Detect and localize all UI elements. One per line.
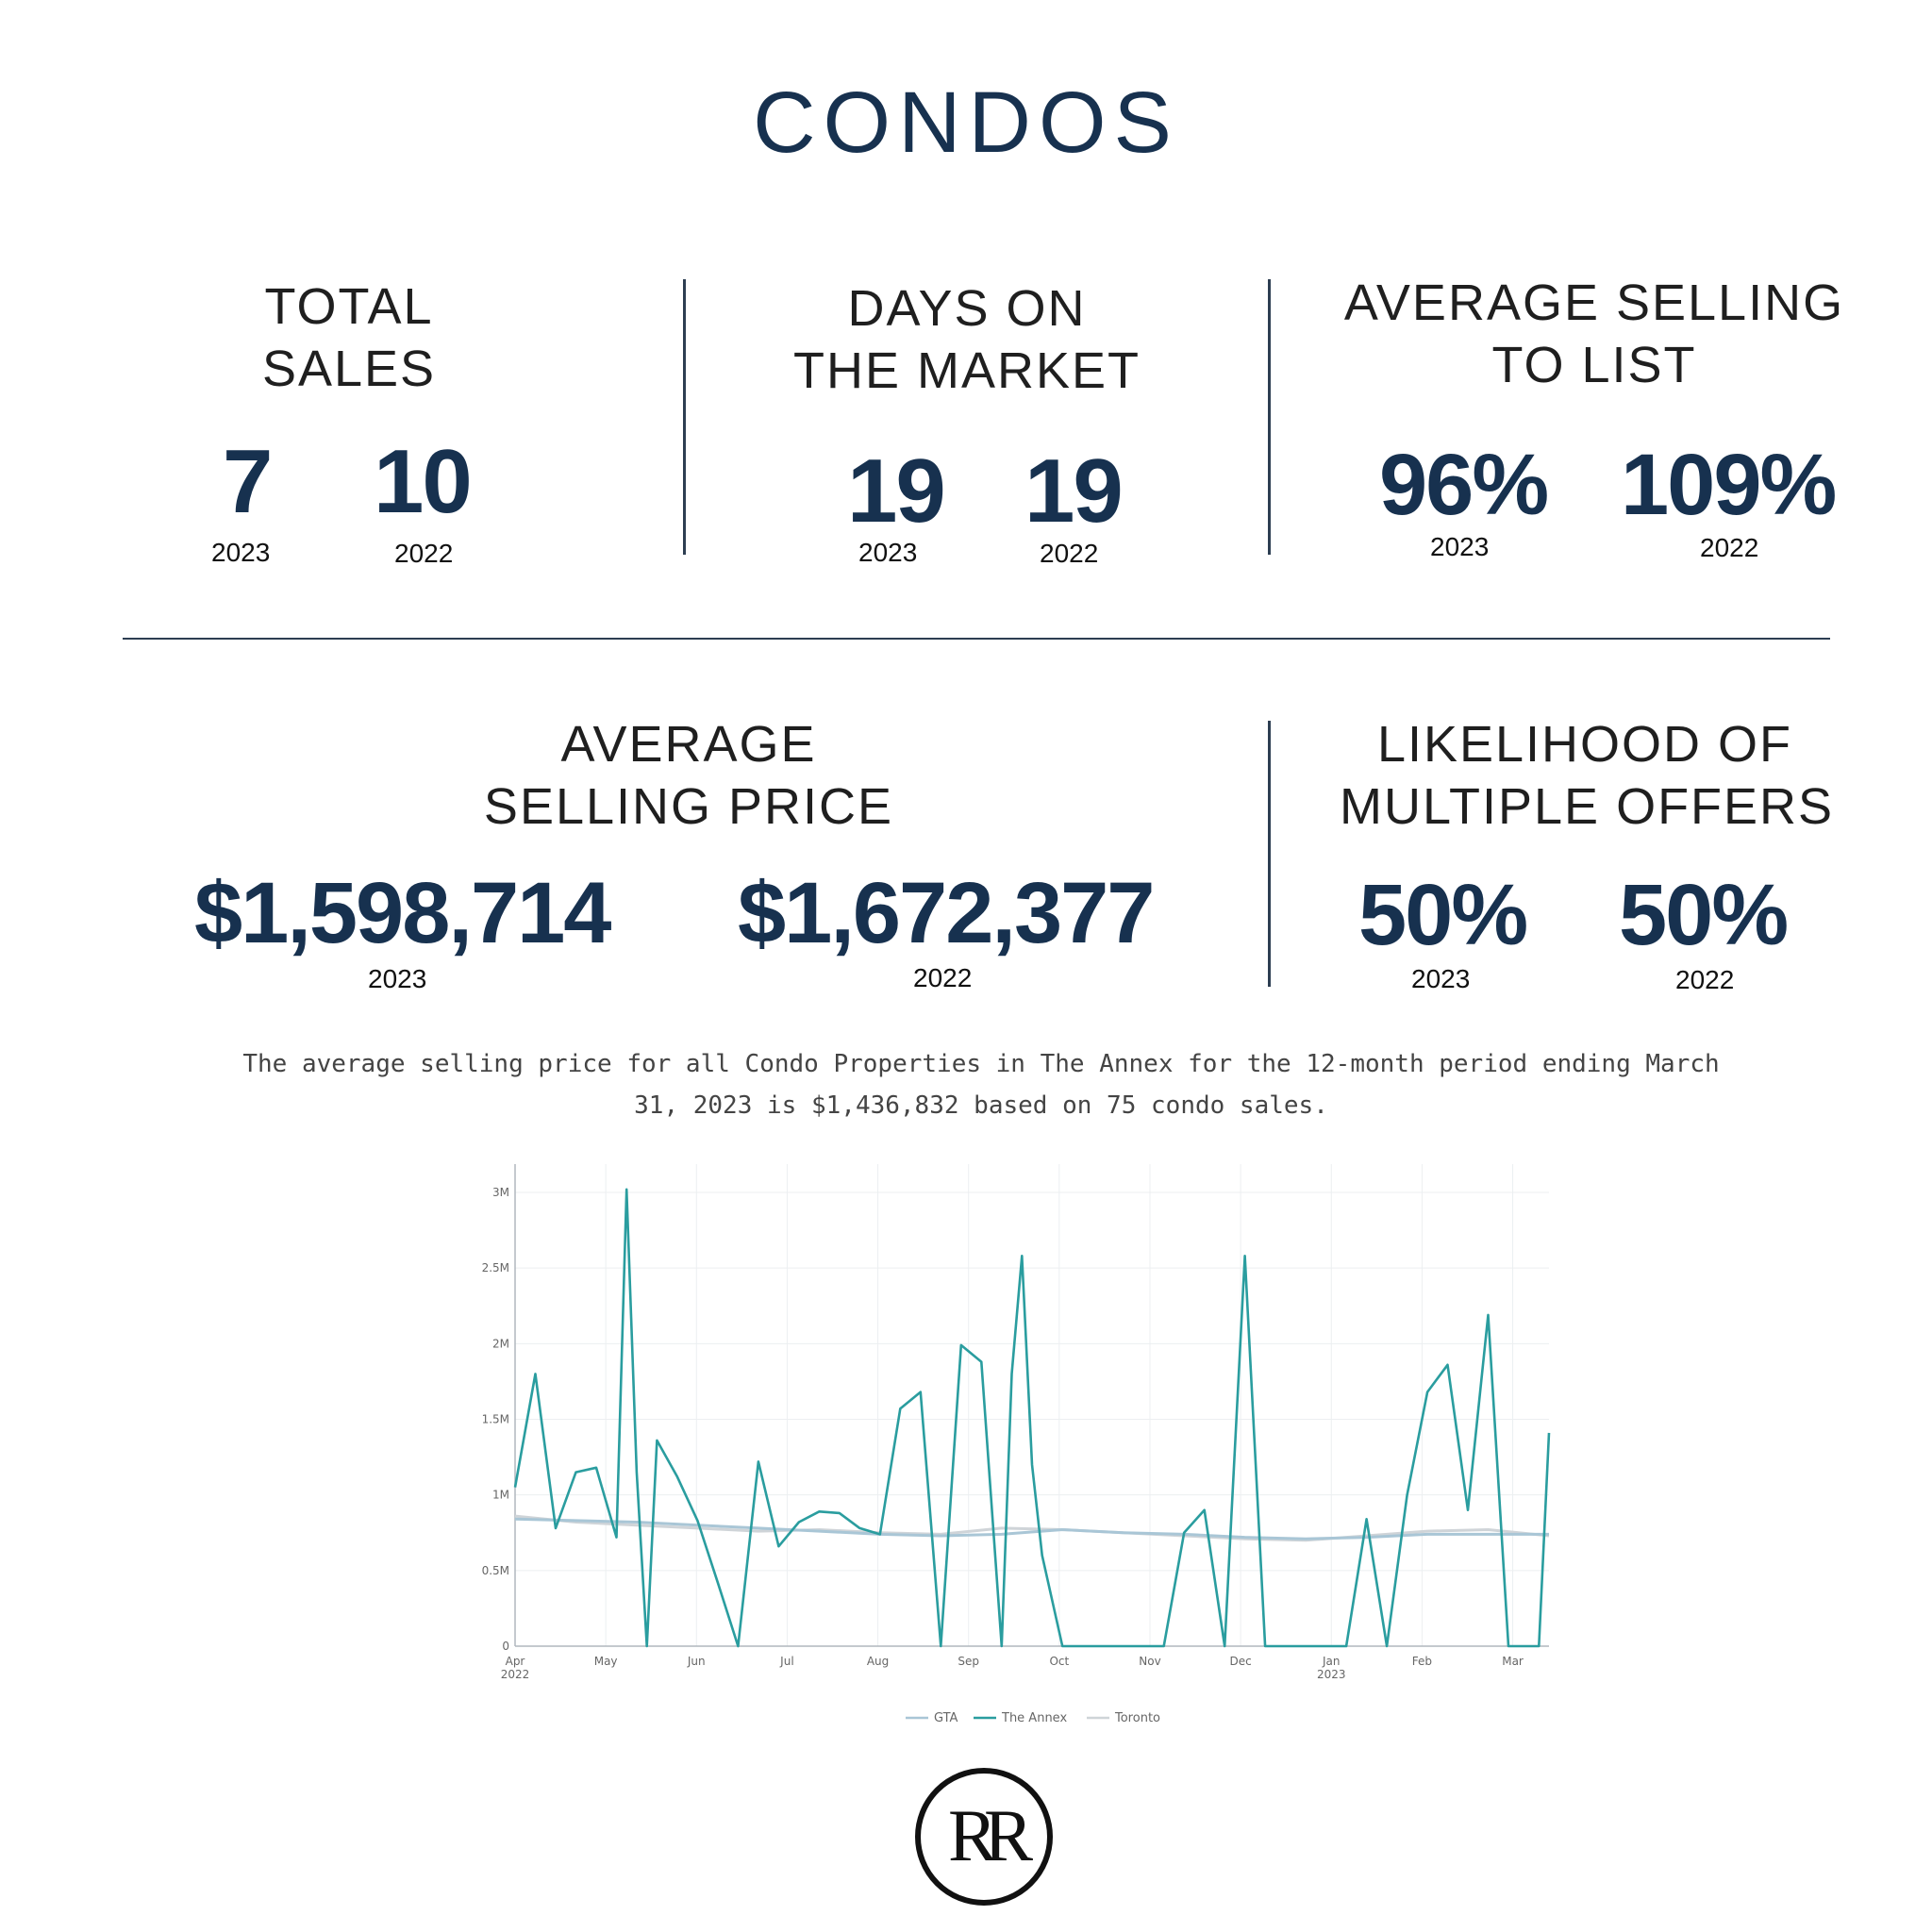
series-line-toronto bbox=[514, 1514, 1550, 1542]
avg-selling-to-list-2023-year: 2023 bbox=[1430, 532, 1490, 561]
total-sales-2022-year: 2022 bbox=[394, 539, 454, 568]
chart-caption: The average selling price for all Condo … bbox=[242, 1050, 1720, 1120]
x-tick-label: Nov bbox=[1139, 1655, 1160, 1668]
rr-logo-icon: RR bbox=[915, 1768, 1053, 1906]
chart-series bbox=[513, 1188, 1551, 1648]
x-tick-label: Apr bbox=[506, 1655, 525, 1668]
x-tick-label: Sep bbox=[958, 1655, 979, 1668]
multiple-offers-2022-value: 50% bbox=[1619, 867, 1789, 963]
x-tick-sublabel: 2022 bbox=[501, 1668, 530, 1681]
total-sales-2023-value: 7 bbox=[223, 431, 273, 532]
avg-selling-to-list-2022-year: 2022 bbox=[1700, 533, 1759, 562]
total-sales-2022-value: 10 bbox=[374, 431, 473, 532]
avg-selling-to-list-2022-value: 109% bbox=[1621, 437, 1837, 533]
days-on-market-2022-value: 19 bbox=[1024, 441, 1124, 541]
y-tick-label: 0 bbox=[502, 1640, 509, 1653]
multiple-offers-label: LIKELIHOOD OF MULTIPLE OFFERS bbox=[1340, 716, 1835, 835]
days-on-market-2022-year: 2022 bbox=[1040, 539, 1099, 568]
avg-selling-to-list-2023-value: 96% bbox=[1379, 437, 1549, 533]
y-axis: 0 0.5M 1M 1.5M 2M 2.5M 3M bbox=[482, 1186, 509, 1653]
chart-grid bbox=[514, 1164, 1549, 1647]
avg-selling-price-2022-year: 2022 bbox=[913, 963, 973, 992]
x-tick-label: Mar bbox=[1502, 1655, 1524, 1668]
avg-selling-price-2023-year: 2023 bbox=[368, 964, 427, 993]
x-tick-label: Oct bbox=[1049, 1655, 1069, 1668]
y-tick-label: 3M bbox=[492, 1186, 509, 1199]
avg-selling-price-2022-value: $1,672,377 bbox=[738, 865, 1155, 961]
multiple-offers-2022-year: 2022 bbox=[1675, 965, 1735, 994]
series-line-gta bbox=[514, 1517, 1549, 1541]
chart-legend: GTA The Annex Toronto bbox=[906, 1711, 1160, 1725]
avg-selling-price-2023-value: $1,598,714 bbox=[194, 865, 611, 961]
avg-selling-price-label: AVERAGE SELLING PRICE bbox=[483, 716, 894, 835]
total-sales-2023-year: 2023 bbox=[211, 538, 271, 567]
total-sales-label: TOTAL SALES bbox=[261, 278, 437, 397]
legend-label: The Annex bbox=[1001, 1711, 1067, 1725]
series-line-the-annex bbox=[513, 1188, 1551, 1648]
page-title: CONDOS bbox=[753, 75, 1179, 171]
legend-label: GTA bbox=[934, 1711, 958, 1725]
divider-vertical-1 bbox=[683, 279, 686, 555]
days-on-market-label: DAYS ON THE MARKET bbox=[792, 280, 1141, 399]
divider-vertical-2 bbox=[1268, 279, 1271, 555]
x-tick-label: Aug bbox=[867, 1655, 889, 1668]
logo-text: RR bbox=[948, 1794, 1033, 1876]
y-tick-label: 1M bbox=[492, 1489, 509, 1502]
days-on-market-2023-year: 2023 bbox=[858, 538, 918, 567]
multiple-offers-2023-value: 50% bbox=[1358, 867, 1528, 963]
days-on-market-2023-value: 19 bbox=[847, 441, 946, 541]
y-tick-label: 1.5M bbox=[482, 1413, 509, 1426]
y-tick-label: 0.5M bbox=[482, 1564, 509, 1577]
divider-vertical-3 bbox=[1268, 721, 1271, 987]
x-tick-label: Feb bbox=[1412, 1655, 1432, 1668]
x-tick-label: May bbox=[594, 1655, 618, 1668]
y-tick-label: 2.5M bbox=[482, 1261, 509, 1274]
avg-selling-to-list-label: AVERAGE SELLING TO LIST bbox=[1343, 275, 1845, 393]
x-tick-label: Jan bbox=[1322, 1655, 1341, 1668]
legend-label: Toronto bbox=[1114, 1711, 1160, 1725]
x-tick-label: Dec bbox=[1230, 1655, 1252, 1668]
multiple-offers-2023-year: 2023 bbox=[1411, 964, 1471, 993]
x-tick-label: Jul bbox=[779, 1655, 793, 1668]
x-tick-sublabel: 2023 bbox=[1317, 1668, 1346, 1681]
divider-horizontal bbox=[123, 638, 1830, 640]
y-tick-label: 2M bbox=[492, 1337, 509, 1350]
x-tick-label: Jun bbox=[687, 1655, 706, 1668]
